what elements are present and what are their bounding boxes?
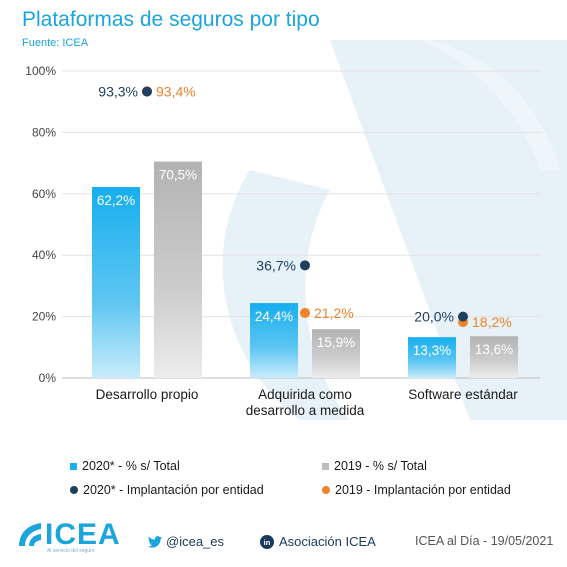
legend-label-2020-total: 2020* - % s/ Total bbox=[82, 459, 180, 473]
y-tick-label: 0% bbox=[39, 371, 57, 385]
twitter-handle: @icea_es bbox=[166, 534, 225, 549]
legend-dot-2020-implantacion bbox=[70, 486, 78, 494]
dot-2020 bbox=[142, 86, 152, 97]
linkedin-icon: in bbox=[260, 534, 274, 549]
dot-2019 bbox=[300, 307, 310, 318]
bar-2019 bbox=[154, 161, 202, 378]
bar-label-2020: 62,2% bbox=[97, 193, 135, 208]
icea-logo-text: ICEA bbox=[45, 518, 121, 551]
bar-2020 bbox=[92, 187, 140, 378]
legend-dot-2019-implantacion bbox=[322, 486, 330, 494]
bar-2020 bbox=[250, 303, 298, 378]
legend-item-2019-total: 2019 - % s/ Total bbox=[322, 459, 427, 473]
legend-label-2019-implantacion: 2019 - Implantación por entidad bbox=[335, 483, 511, 497]
legend-label-2020-implantacion: 2020* - Implantación por entidad bbox=[83, 483, 264, 497]
y-tick-label: 60% bbox=[32, 187, 56, 201]
dot-label-2019: 18,2% bbox=[472, 314, 512, 330]
y-tick-label: 100% bbox=[25, 64, 56, 78]
category-label: Software estándar bbox=[408, 387, 518, 402]
icea-logo-tagline: Al servicio del seguro bbox=[47, 548, 95, 554]
linkedin-link[interactable]: in Asociación ICEA bbox=[260, 534, 376, 549]
twitter-bird-icon bbox=[148, 535, 162, 548]
dot-2020 bbox=[300, 260, 310, 271]
bar-label-2019: 15,9% bbox=[317, 335, 355, 350]
category-label: desarrollo a medida bbox=[246, 403, 365, 418]
bar-label-2019: 70,5% bbox=[159, 168, 197, 183]
bar-chart: 0% 20% 40% 60% 80% 100% 62,2% 70,5% 24,4% 15,9% 1… bbox=[25, 64, 540, 418]
icea-logo: ICEA Al servicio del seguro bbox=[15, 518, 121, 554]
dot-label-2020: 36,7% bbox=[256, 257, 296, 273]
category-label: Adquirida como bbox=[258, 387, 352, 402]
chart-title: Plataformas de seguros por tipo bbox=[22, 8, 320, 31]
category-label: Desarrollo propio bbox=[96, 387, 199, 402]
twitter-link[interactable]: @icea_es bbox=[148, 534, 224, 549]
bar-2020 bbox=[408, 337, 456, 378]
legend-item-2020-implantacion: 2020* - Implantación por entidad bbox=[70, 483, 264, 497]
icea-logo-mark-icon bbox=[19, 523, 41, 546]
bar-label-2020: 24,4% bbox=[255, 309, 293, 324]
svg-text:in: in bbox=[264, 538, 271, 547]
dot-label-2020: 20,0% bbox=[414, 309, 454, 325]
y-tick-label: 20% bbox=[32, 310, 56, 324]
chart-source: Fuente: ICEA bbox=[22, 37, 89, 49]
bar-2019 bbox=[312, 329, 360, 378]
y-tick-label: 40% bbox=[32, 248, 56, 262]
bar-label-2020: 13,3% bbox=[413, 343, 451, 358]
legend-label-2019-total: 2019 - % s/ Total bbox=[334, 459, 427, 473]
publication-date: ICEA al Día - 19/05/2021 bbox=[415, 534, 554, 548]
legend-swatch-2019-total bbox=[322, 462, 329, 470]
dot-2020 bbox=[458, 311, 468, 322]
legend-swatch-2020-total bbox=[70, 462, 77, 470]
y-tick-label: 80% bbox=[32, 125, 56, 139]
linkedin-name: Asociación ICEA bbox=[279, 534, 376, 549]
bar-2019 bbox=[470, 336, 518, 378]
dot-label-2019: 93,4% bbox=[156, 84, 196, 100]
bar-label-2019: 13,6% bbox=[475, 342, 513, 357]
dot-label-2019: 21,2% bbox=[314, 305, 354, 321]
dot-label-2020: 93,3% bbox=[98, 83, 138, 99]
legend-item-2020-total: 2020* - % s/ Total bbox=[70, 459, 180, 473]
legend-item-2019-implantacion: 2019 - Implantación por entidad bbox=[322, 483, 511, 497]
